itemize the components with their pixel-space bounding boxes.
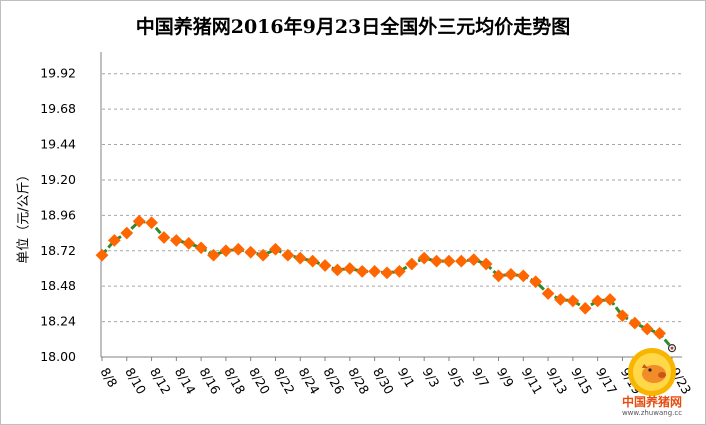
data-point	[566, 294, 580, 308]
data-point	[368, 265, 381, 278]
y-tick-label: 18.24	[40, 314, 76, 329]
data-point	[145, 216, 158, 230]
data-point	[231, 242, 245, 256]
x-tick-label: 9/3	[420, 365, 443, 390]
y-tick-label: 18.96	[40, 207, 76, 222]
x-tick-label: 9/13	[543, 365, 570, 397]
data-point	[120, 226, 134, 240]
data-point	[293, 251, 307, 265]
data-point	[405, 257, 419, 271]
data-point	[504, 268, 518, 281]
pig-logo-icon	[628, 348, 676, 396]
data-point	[194, 241, 208, 255]
x-tick-label: 8/16	[197, 365, 224, 397]
zhuwang-logo	[606, 346, 698, 420]
data-point	[380, 266, 394, 280]
data-point	[578, 301, 592, 315]
x-tick-label: 8/14	[172, 365, 199, 397]
logo-name: 中国养猪网	[621, 395, 682, 409]
y-tick-label: 19.44	[40, 137, 76, 152]
x-tick-label: 8/22	[271, 365, 298, 397]
data-point	[108, 234, 121, 247]
x-tick-label: 9/15	[568, 365, 595, 397]
x-tick-label: 8/30	[370, 365, 397, 397]
data-point	[219, 244, 233, 258]
logo-url: www.zhuwang.cc	[621, 409, 683, 417]
axes	[100, 52, 682, 358]
x-tick-label: 9/5	[444, 365, 467, 390]
data-point	[479, 257, 493, 271]
data-point	[318, 259, 332, 272]
data-point	[454, 254, 468, 268]
data-point	[157, 231, 171, 244]
x-tick-label: 8/18	[221, 365, 248, 397]
y-tick-label: 18.72	[40, 243, 76, 258]
data-point	[182, 237, 196, 250]
data-point	[417, 251, 431, 265]
y-tick-label: 19.20	[40, 172, 76, 187]
x-tick-label: 8/10	[122, 365, 149, 397]
x-tick-label: 8/28	[345, 365, 372, 397]
data-point	[640, 322, 654, 336]
chart-title: 中国养猪网2016年9月23日全国外三元均价走势图	[135, 16, 571, 38]
x-tick-label: 8/12	[147, 365, 174, 397]
data-point	[442, 254, 456, 268]
x-tick-label: 9/7	[469, 365, 492, 390]
data-point	[467, 253, 481, 266]
data-point	[653, 327, 666, 340]
x-tick-label: 8/26	[320, 365, 347, 397]
data-point	[132, 214, 146, 228]
data-point	[269, 242, 282, 256]
data-point	[554, 293, 567, 306]
data-point	[331, 263, 344, 277]
data-point	[628, 316, 642, 330]
y-tick-label: 19.68	[40, 101, 76, 116]
data-point	[591, 294, 605, 308]
data-point	[343, 262, 357, 275]
data-point	[492, 269, 505, 283]
y-tick-label: 18.48	[40, 278, 76, 293]
data-point	[244, 245, 258, 259]
x-tick-label: 9/1	[395, 365, 418, 390]
x-tick-label: 8/8	[97, 365, 120, 390]
data-point	[306, 254, 320, 268]
series-group	[95, 214, 677, 353]
data-point	[169, 234, 183, 247]
x-tick-label: 8/20	[246, 365, 273, 397]
data-point	[393, 265, 406, 278]
x-tick-label: 9/11	[519, 365, 546, 397]
x-axis-ticks: 8/8 8/108/128/148/168/188/208/228/248/268…	[97, 357, 694, 397]
data-point	[516, 269, 530, 283]
data-point	[355, 265, 369, 278]
gridlines	[102, 73, 682, 323]
x-tick-label: 8/24	[296, 365, 323, 397]
y-tick-label: 18.00	[40, 349, 76, 364]
data-point	[430, 254, 443, 268]
data-point-center	[670, 346, 674, 350]
y-tick-label: 19.92	[40, 66, 76, 81]
x-tick-label: 9/9	[494, 365, 517, 390]
y-axis-ticks: 18.00 18.24 18.48 18.72 18.96 19.20 19.44 19.68…	[40, 66, 76, 364]
